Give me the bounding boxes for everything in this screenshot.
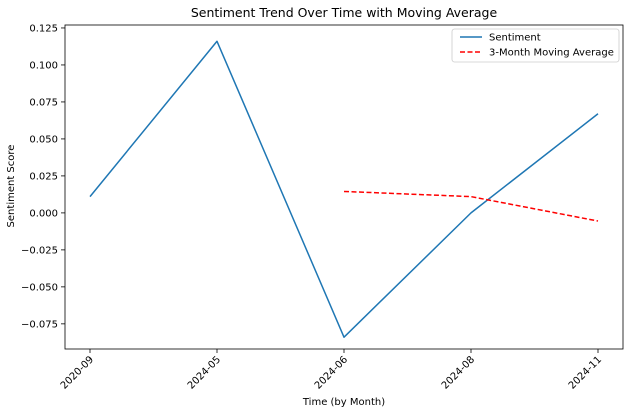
- x-tick-label: 2024-11: [567, 354, 604, 391]
- x-axis-label: Time (by Month): [302, 397, 385, 408]
- y-tick-label: 0.125: [29, 23, 58, 34]
- plot-frame: [64, 24, 624, 350]
- moving-average-line: [343, 190, 599, 222]
- legend-label: 3-Month Moving Average: [489, 48, 614, 59]
- y-tick-label: 0.000: [29, 208, 58, 219]
- x-tick-label: 2024-05: [186, 354, 223, 391]
- y-tick-label: −0.050: [21, 282, 58, 293]
- legend-label: Sentiment: [489, 33, 541, 44]
- y-tick-label: 0.075: [29, 97, 58, 108]
- y-axis-label: Sentiment Score: [6, 145, 17, 228]
- y-tick-label: 0.100: [29, 60, 58, 71]
- y-tick-label: −0.075: [21, 319, 58, 330]
- chart-title: Sentiment Trend Over Time with Moving Av…: [191, 5, 498, 20]
- sentiment-line: [89, 40, 599, 338]
- x-tick-label: 2024-08: [440, 354, 477, 391]
- legend: Sentiment 3-Month Moving Average: [451, 28, 620, 63]
- y-tick-label: 0.050: [29, 134, 58, 145]
- series-layer: [89, 40, 599, 338]
- x-tick-label: 2024-06: [313, 354, 350, 391]
- x-axis-ticks: 2020-09 2024-05 2024-06 2024-08 2024-11: [59, 349, 604, 392]
- y-tick-label: 0.025: [29, 171, 58, 182]
- plot-area: [64, 24, 624, 350]
- x-tick-label: 2020-09: [59, 354, 96, 391]
- y-axis-ticks: −0.075 −0.050 −0.025 0.000 0.025 0.050 0.075 0.…: [21, 23, 65, 330]
- y-tick-label: −0.025: [21, 245, 58, 256]
- legend-box: [451, 28, 620, 63]
